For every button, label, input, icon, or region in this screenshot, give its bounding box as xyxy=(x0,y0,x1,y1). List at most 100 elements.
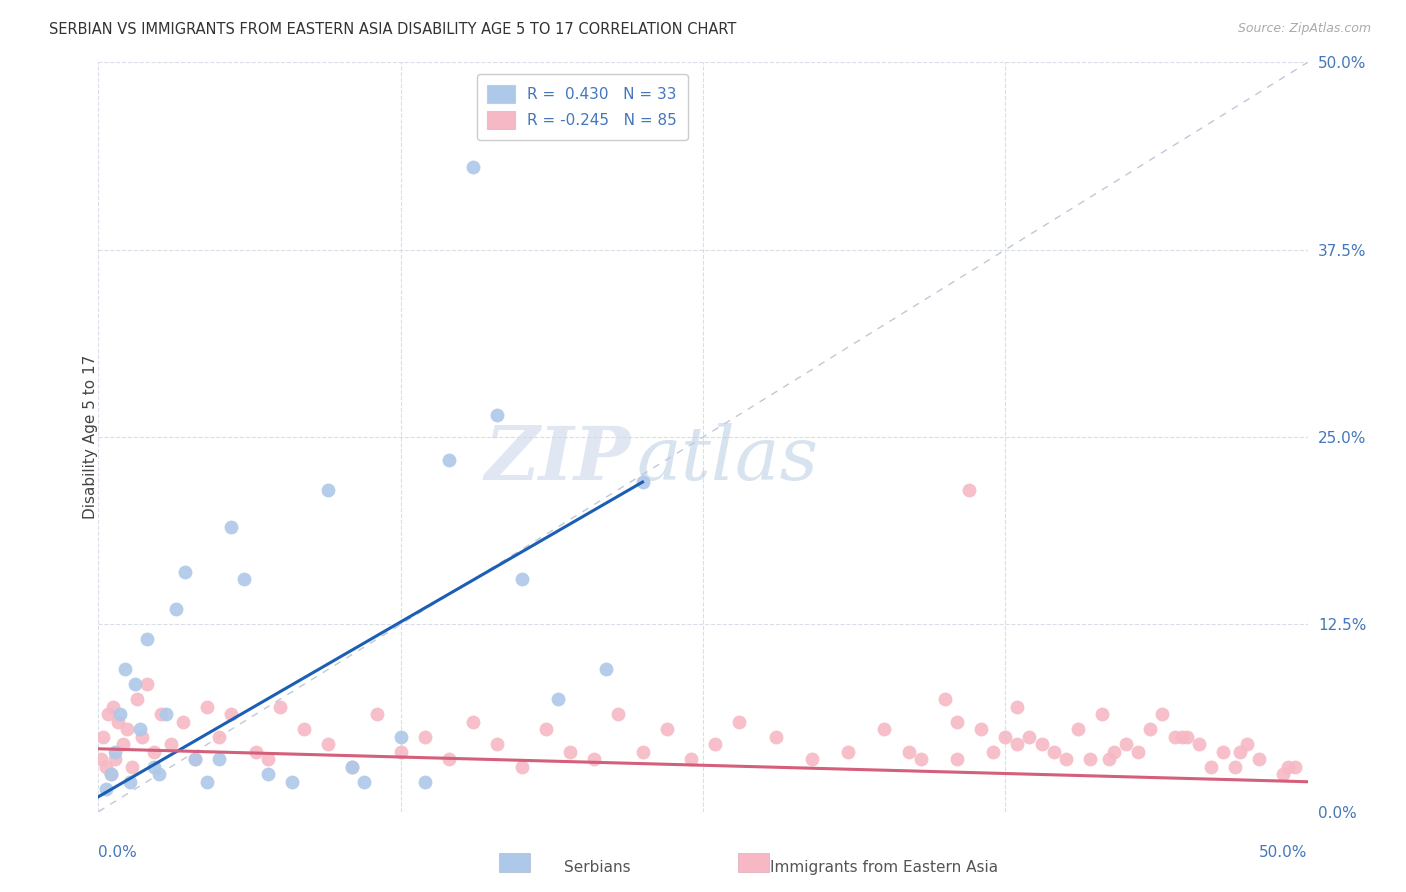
Point xyxy=(100,767,122,781)
Text: Serbians: Serbians xyxy=(564,861,630,875)
Point xyxy=(195,699,218,714)
Point xyxy=(486,737,509,751)
Point xyxy=(208,730,231,744)
Point xyxy=(1018,730,1040,744)
Point xyxy=(1277,760,1299,774)
Point xyxy=(143,745,166,759)
Point xyxy=(1067,723,1090,737)
Point xyxy=(704,737,727,751)
Point xyxy=(679,752,702,766)
Point xyxy=(1042,745,1064,759)
Point xyxy=(463,161,485,175)
Point xyxy=(486,408,509,422)
Point xyxy=(1115,737,1137,751)
Point xyxy=(135,632,157,647)
Text: 0.0%: 0.0% xyxy=(98,846,138,861)
Point xyxy=(1031,737,1053,751)
Point xyxy=(1007,699,1029,714)
Point xyxy=(437,752,460,766)
Point xyxy=(1163,730,1185,744)
Point xyxy=(910,752,932,766)
Point xyxy=(897,745,920,759)
Point xyxy=(765,730,787,744)
Point xyxy=(800,752,823,766)
Point xyxy=(1128,745,1150,759)
Point xyxy=(437,452,460,467)
Point xyxy=(94,760,117,774)
Point xyxy=(534,723,557,737)
Point xyxy=(143,760,166,774)
Y-axis label: Disability Age 5 to 17: Disability Age 5 to 17 xyxy=(83,355,97,519)
Point xyxy=(124,677,146,691)
Point xyxy=(281,774,304,789)
Point xyxy=(558,745,581,759)
Point xyxy=(547,692,569,706)
Point xyxy=(221,707,243,722)
Point xyxy=(970,723,993,737)
Point xyxy=(1236,737,1258,751)
Point xyxy=(160,737,183,751)
Point xyxy=(1171,730,1194,744)
Text: Immigrants from Eastern Asia: Immigrants from Eastern Asia xyxy=(769,861,998,875)
Point xyxy=(353,774,375,789)
Point xyxy=(117,723,139,737)
Text: SERBIAN VS IMMIGRANTS FROM EASTERN ASIA DISABILITY AGE 5 TO 17 CORRELATION CHART: SERBIAN VS IMMIGRANTS FROM EASTERN ASIA … xyxy=(49,22,737,37)
Point xyxy=(131,730,153,744)
Point xyxy=(946,714,969,729)
Point xyxy=(389,730,412,744)
Point xyxy=(1188,737,1211,751)
Point xyxy=(1223,760,1246,774)
Point xyxy=(1272,767,1295,781)
Point xyxy=(135,677,157,691)
Point xyxy=(366,707,388,722)
Point xyxy=(100,767,122,781)
Point xyxy=(1102,745,1125,759)
Point xyxy=(148,767,170,781)
Point xyxy=(90,752,112,766)
Point xyxy=(413,730,436,744)
Point xyxy=(155,707,177,722)
Point xyxy=(184,752,207,766)
Point xyxy=(128,723,150,737)
Point xyxy=(631,745,654,759)
Point xyxy=(728,714,751,729)
Point xyxy=(655,723,678,737)
Point xyxy=(118,774,141,789)
Point xyxy=(934,692,956,706)
Point xyxy=(607,707,630,722)
Point xyxy=(1007,737,1029,751)
Point xyxy=(1139,723,1161,737)
Point xyxy=(994,730,1017,744)
Point xyxy=(1199,760,1222,774)
Point xyxy=(127,692,149,706)
Point xyxy=(981,745,1004,759)
Point xyxy=(510,760,533,774)
Text: Source: ZipAtlas.com: Source: ZipAtlas.com xyxy=(1237,22,1371,36)
Point xyxy=(150,707,173,722)
Point xyxy=(342,760,364,774)
Point xyxy=(510,573,533,587)
Text: 50.0%: 50.0% xyxy=(1260,846,1308,861)
Point xyxy=(463,714,485,729)
Point xyxy=(174,565,197,579)
Point xyxy=(195,774,218,789)
Point xyxy=(957,483,980,497)
Point xyxy=(104,745,127,759)
Point xyxy=(292,723,315,737)
Point xyxy=(413,774,436,789)
Point xyxy=(1078,752,1101,766)
Point xyxy=(121,760,143,774)
Point xyxy=(1229,745,1251,759)
Point xyxy=(172,714,194,729)
Point xyxy=(1284,760,1306,774)
Point xyxy=(107,714,129,729)
Point xyxy=(316,483,339,497)
Point xyxy=(101,699,124,714)
Point xyxy=(165,602,187,616)
Text: ZIP: ZIP xyxy=(484,424,630,496)
Point xyxy=(1212,745,1234,759)
Point xyxy=(97,707,120,722)
Text: atlas: atlas xyxy=(637,424,818,496)
Point xyxy=(595,662,617,676)
Legend: R =  0.430   N = 33, R = -0.245   N = 85: R = 0.430 N = 33, R = -0.245 N = 85 xyxy=(477,74,688,140)
